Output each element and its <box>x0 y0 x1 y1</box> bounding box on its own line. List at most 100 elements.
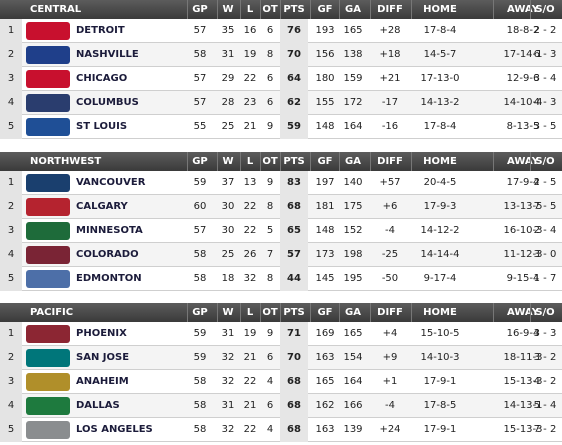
header-separator <box>187 303 188 322</box>
stat-cell: 21 <box>243 121 257 132</box>
stat-cell: 163 <box>315 352 335 363</box>
stat-cell: 57 <box>193 73 207 84</box>
stat-cell: 17-14-1 <box>503 49 543 60</box>
stat-cell: 22 <box>243 376 257 387</box>
team-name: VANCOUVER <box>76 177 146 188</box>
stat-cell: 21 <box>243 352 257 363</box>
stat-cell: 148 <box>315 225 335 236</box>
header-separator <box>187 0 188 19</box>
stat-cell: 30 <box>221 225 235 236</box>
stat-cell: 14-10-3 <box>420 352 460 363</box>
stat-cell: 15-13-3 <box>503 424 543 435</box>
header-separator <box>411 152 412 171</box>
stat-cell: 8 <box>266 273 274 284</box>
stat-cell: 70 <box>287 49 301 60</box>
rank: 2 <box>0 195 22 219</box>
team-logo <box>26 118 70 136</box>
stat-cell: 9 <box>266 177 274 188</box>
header-separator <box>339 303 340 322</box>
stat-cell: 140 <box>343 177 363 188</box>
stat-cell: 32 <box>221 352 235 363</box>
team-logo <box>26 397 70 415</box>
stat-cell: 165 <box>343 25 363 36</box>
rank: 1 <box>0 19 22 43</box>
stat-cell: 17-9-1 <box>423 424 457 435</box>
stat-cell: 18-11-3 <box>503 352 543 363</box>
stat-cell: 22 <box>243 73 257 84</box>
stat-cell: 17-9-1 <box>423 376 457 387</box>
stat-cell: 197 <box>315 177 335 188</box>
stat-cell: 76 <box>287 25 301 36</box>
column-header: OT <box>262 156 278 167</box>
stat-cell: 59 <box>193 352 207 363</box>
pts-highlight <box>280 91 308 115</box>
team-logo <box>26 46 70 64</box>
header-separator <box>370 152 371 171</box>
column-header: W <box>222 307 234 318</box>
stat-cell: 22 <box>243 424 257 435</box>
pts-highlight <box>280 322 308 346</box>
column-header: HOME <box>423 156 457 167</box>
stat-cell: 164 <box>343 376 363 387</box>
column-header: OT <box>262 4 278 15</box>
column-header: GP <box>192 307 208 318</box>
stat-cell: 16-10-3 <box>503 225 543 236</box>
stat-cell: 198 <box>343 249 363 260</box>
column-header: AWAY <box>507 4 539 15</box>
stat-cell: 57 <box>193 25 207 36</box>
stat-cell: 68 <box>287 376 301 387</box>
stat-cell: 17-13-0 <box>420 73 460 84</box>
stat-cell: 17-9-3 <box>423 201 457 212</box>
stat-cell: 165 <box>315 376 335 387</box>
stat-cell: 31 <box>221 49 235 60</box>
team-name: LOS ANGELES <box>76 424 153 435</box>
stat-cell: 32 <box>221 424 235 435</box>
team-name: EDMONTON <box>76 273 142 284</box>
division-name: PACIFIC <box>30 307 74 318</box>
stat-cell: 14-10-4 <box>503 97 543 108</box>
stat-cell: 5 <box>266 225 274 236</box>
stat-cell: 35 <box>221 25 235 36</box>
team-logo <box>26 70 70 88</box>
column-header: PTS <box>283 307 305 318</box>
stat-cell: 156 <box>315 49 335 60</box>
column-header: GA <box>345 156 361 167</box>
stat-cell: 9-15-4 <box>506 273 540 284</box>
stat-cell: +21 <box>379 73 401 84</box>
stat-cell: 2 - 4 <box>533 225 557 236</box>
stat-cell: 68 <box>287 400 301 411</box>
stat-cell: 59 <box>193 177 207 188</box>
column-header: L <box>246 156 254 167</box>
pts-highlight <box>280 418 308 442</box>
stat-cell: 159 <box>343 73 363 84</box>
stat-cell: 26 <box>243 249 257 260</box>
stat-cell: 164 <box>343 121 363 132</box>
stat-cell: 193 <box>315 25 335 36</box>
stat-cell: 59 <box>193 328 207 339</box>
stat-cell: 68 <box>287 424 301 435</box>
stat-cell: 9 <box>266 121 274 132</box>
stat-cell: 165 <box>343 328 363 339</box>
column-header: DIFF <box>377 307 403 318</box>
pts-highlight <box>280 171 308 195</box>
stat-cell: 57 <box>193 225 207 236</box>
header-separator <box>370 0 371 19</box>
stat-cell: -4 <box>385 400 395 411</box>
stat-cell: 17-8-4 <box>423 121 457 132</box>
header-separator <box>493 0 494 19</box>
stat-cell: 25 <box>221 121 235 132</box>
division-header <box>0 0 562 19</box>
stat-cell: 8 <box>266 49 274 60</box>
header-separator <box>530 303 531 322</box>
stat-cell: 23 <box>243 97 257 108</box>
column-header: HOME <box>423 307 457 318</box>
division-header <box>0 303 562 322</box>
team-name: MINNESOTA <box>76 225 143 236</box>
stat-cell: 57 <box>193 97 207 108</box>
stat-cell: 7 - 5 <box>533 201 557 212</box>
column-header: S/O <box>535 156 555 167</box>
pts-highlight <box>280 219 308 243</box>
stat-cell: 58 <box>193 400 207 411</box>
header-separator <box>187 152 188 171</box>
header-separator <box>493 152 494 171</box>
